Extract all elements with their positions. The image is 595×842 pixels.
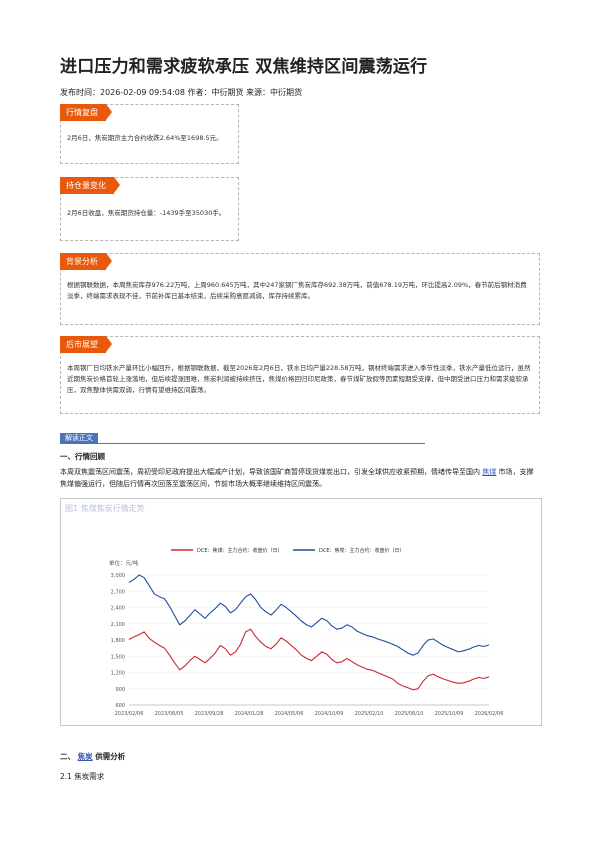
background-tag: 背景分析 [60,253,112,270]
y-tick-label: 1,800 [111,638,125,644]
review-tag: 行情复盘 [60,104,112,121]
x-tick-label: 2023/02/06 [115,711,144,717]
x-tick-label: 2024/10/09 [315,711,344,717]
heading-market-review: 一、行情回顾 [60,452,105,461]
price-chart: 图1 焦煤焦炭行情走势 单位：元/吨 600 900 1,200 1,500 1,800 2… [60,498,542,726]
y-tick-label: 1,500 [111,654,125,660]
y-tick-label: 900 [115,687,125,693]
y-tick-label: 2,100 [111,622,125,628]
x-tick-label: 2023/06/05 [155,711,184,717]
y-tick-label: 2,700 [111,589,125,595]
legend-label: DCE：焦煤：主力合约：收盘价（日） [197,547,283,554]
x-tick-label: 2024/05/06 [275,711,304,717]
article-meta: 发布时间：2026-02-09 09:54:08 作者：中衍期货 来源：中衍期货 [60,88,303,97]
background-box: 背景分析 根据钢联数据，本周焦炭库存976.22万吨，上周960.645万吨，其… [60,253,540,325]
y-tick-label: 600 [115,703,125,709]
review-text: 2月6日，焦炭期货主力合约收跌2.64%至1698.5元。 [67,134,223,142]
coking-coal-link[interactable]: 焦煤 [482,468,497,476]
paragraph-text-b: 市场，支撑焦煤偏强运行，但随后行情再次回落至震荡区间，节前市场大概率继续维持区间… [60,468,534,488]
chart-title: 图1 焦煤焦炭行情走势 [65,504,145,513]
series-line-coke [128,574,490,656]
y-unit-label: 单位：元/吨 [109,559,139,567]
x-tick-label: 2025/06/10 [395,711,424,717]
x-tick-label: 2026/02/06 [475,711,504,717]
coke-link[interactable]: 焦炭 [77,752,93,761]
subheading-coke-demand: 2.1 焦炭需求 [60,772,105,781]
series-line-coking-coal [128,628,490,691]
chart-svg: 单位：元/吨 600 900 1,200 1,500 1,800 2,100 2,400 2,7… [109,547,504,717]
section-divider [60,443,425,444]
outlook-text: 本周钢厂日均铁水产量环比小幅回升，根据钢联数据，截至2026年2月6日，铁水日均… [67,364,531,394]
y-tick-label: 2,400 [111,606,125,612]
review-box: 行情复盘 2月6日，焦炭期货主力合约收跌2.64%至1698.5元。 [60,104,239,164]
position-box: 持仓量变化 2月6日收盘，焦炭期货持仓量：-1439手至35030手。 [60,177,239,241]
heading-suffix: 供需分析 [95,752,126,761]
article-title: 进口压力和需求疲软承压 双焦维持区间震荡运行 [60,57,428,77]
outlook-box: 后市展望 本周钢厂日均铁水产量环比小幅回升，根据钢联数据，截至2026年2月6日… [60,336,540,414]
y-tick-label: 3,000 [111,573,125,579]
legend-label: DCE：焦炭：主力合约：收盘价（日） [319,547,405,554]
outlook-tag: 后市展望 [60,336,112,353]
paragraph-text-a: 本周双焦震荡区间震荡，周初受印尼政府提出大幅减产计划，导致该国矿商暂停现货煤炭出… [60,468,480,476]
position-tag: 持仓量变化 [60,177,120,194]
x-tick-label: 2024/01/28 [235,711,264,717]
heading-prefix: 二、 [60,752,75,761]
x-tick-label: 2023/09/28 [195,711,224,717]
y-tick-label: 1,200 [111,671,125,677]
heading-coke-supply-demand: 二、 焦炭 供需分析 [60,751,125,762]
paragraph-market-review: 本周双焦震荡区间震荡，周初受印尼政府提出大幅减产计划，导致该国矿商暂停现货煤炭出… [60,466,540,490]
x-tick-label: 2025/02/10 [355,711,384,717]
background-text: 根据钢联数据，本周焦炭库存976.22万吨，上周960.645万吨，其中247家… [67,281,527,300]
position-text: 2月6日收盘，焦炭期货持仓量：-1439手至35030手。 [67,209,226,217]
section-tab: 解读正文 [60,433,98,443]
x-tick-label: 2025/10/09 [435,711,464,717]
